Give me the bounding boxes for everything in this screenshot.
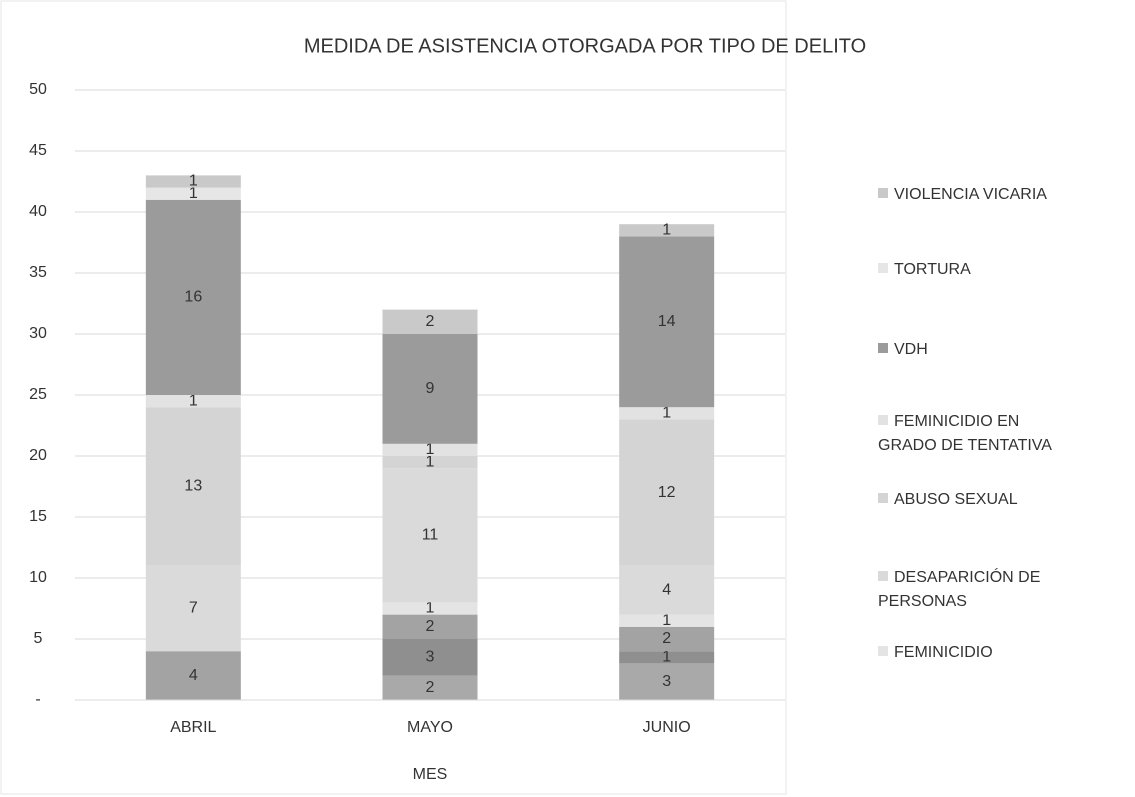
- data-label: 1: [426, 600, 435, 617]
- bar-segment: [382, 639, 478, 676]
- data-label: 2: [426, 679, 435, 696]
- y-tick-label: 25: [29, 386, 47, 403]
- legend-swatch: [878, 263, 888, 273]
- data-label: 2: [426, 313, 435, 330]
- legend-label: VDH: [894, 341, 928, 358]
- chart-border: [0, 0, 787, 795]
- y-tick-label: 10: [29, 569, 47, 586]
- data-label: 3: [662, 673, 671, 690]
- data-label: 7: [189, 600, 198, 617]
- bar-segment: [145, 407, 241, 566]
- bar-segment: [619, 407, 715, 420]
- bar-segment: [619, 614, 715, 627]
- bar-segment: [382, 443, 478, 456]
- legend-label: DESAPARICIÓN DE PERSONAS: [878, 569, 1041, 610]
- legend-swatch: [878, 415, 888, 425]
- y-tick-label: 20: [29, 447, 47, 464]
- x-tick-label: MAYO: [407, 719, 453, 736]
- data-label: 9: [426, 380, 435, 397]
- data-label: 1: [189, 392, 198, 409]
- bar-segment: [619, 565, 715, 615]
- data-label: 1: [662, 222, 671, 239]
- bar-segment: [382, 602, 478, 615]
- legend-item: ABUSO SEXUAL: [878, 488, 1078, 512]
- data-label: 1: [189, 185, 198, 202]
- legend-item: FEMINICIDIO: [878, 641, 1078, 665]
- data-label: 12: [658, 484, 676, 501]
- bar-segment: [145, 565, 241, 652]
- bar-segment: [145, 395, 241, 408]
- data-label: 3: [426, 649, 435, 666]
- bar-segment: [382, 334, 478, 444]
- data-label: 2: [662, 630, 671, 647]
- x-tick-label: ABRIL: [170, 719, 216, 736]
- y-tick-label: 35: [29, 264, 47, 281]
- legend-item: FEMINICIDIO EN GRADO DE TENTATIVA: [878, 410, 1078, 458]
- legend-label: TORTURA: [894, 261, 971, 278]
- data-label: 16: [184, 289, 202, 306]
- bar-segment: [619, 626, 715, 652]
- legend-item: VDH: [878, 338, 1078, 362]
- bar-segment: [619, 236, 715, 408]
- bar-segment: [145, 175, 241, 188]
- bar-segment: [619, 224, 715, 237]
- bar-segment: [619, 663, 715, 700]
- bar-segment: [382, 309, 478, 334]
- y-tick-label: 50: [29, 81, 47, 98]
- legend-swatch: [878, 343, 888, 353]
- legend-label: VIOLENCIA VICARIA: [894, 186, 1047, 203]
- legend-swatch: [878, 493, 888, 503]
- legend-label: FEMINICIDIO EN GRADO DE TENTATIVA: [878, 413, 1052, 454]
- data-label: 4: [662, 581, 671, 598]
- y-tick-label: 5: [34, 630, 43, 647]
- bar-segment: [145, 651, 241, 700]
- y-tick-label: 30: [29, 325, 47, 342]
- legend-label: FEMINICIDIO: [894, 644, 993, 661]
- bar-segment: [619, 419, 715, 566]
- legend-swatch: [878, 188, 888, 198]
- bar-segment: [382, 614, 478, 639]
- data-label: 1: [662, 405, 671, 422]
- legend-swatch: [878, 571, 888, 581]
- bar-segment: [145, 199, 241, 395]
- bar-segment: [619, 651, 715, 664]
- data-label: 1: [426, 453, 435, 470]
- x-tick-label: JUNIO: [643, 719, 691, 736]
- data-label: 1: [189, 173, 198, 190]
- data-label: 4: [189, 667, 198, 684]
- legend-item: DESAPARICIÓN DE PERSONAS: [878, 566, 1078, 614]
- data-label: 11: [422, 527, 439, 544]
- legend-label: ABUSO SEXUAL: [894, 491, 1018, 508]
- chart-title: MEDIDA DE ASISTENCIA OTORGADA POR TIPO D…: [304, 35, 866, 57]
- bar-segment: [382, 675, 478, 700]
- bar-segment: [145, 187, 241, 200]
- legend-swatch: [878, 646, 888, 656]
- data-label: 13: [184, 478, 202, 495]
- bar-segment: [382, 468, 478, 603]
- y-tick-label: -: [35, 691, 40, 708]
- data-label: 14: [658, 313, 676, 330]
- y-tick-label: 45: [29, 142, 47, 159]
- data-label: 1: [426, 441, 435, 458]
- bar-segment: [382, 456, 478, 469]
- legend-item: VIOLENCIA VICARIA: [878, 183, 1078, 207]
- data-label: 2: [426, 618, 435, 635]
- legend-item: TORTURA: [878, 258, 1078, 282]
- x-axis-label: MES: [413, 766, 448, 783]
- y-tick-label: 15: [29, 508, 47, 525]
- data-label: 1: [662, 649, 671, 666]
- y-tick-label: 40: [29, 203, 47, 220]
- data-label: 1: [662, 612, 671, 629]
